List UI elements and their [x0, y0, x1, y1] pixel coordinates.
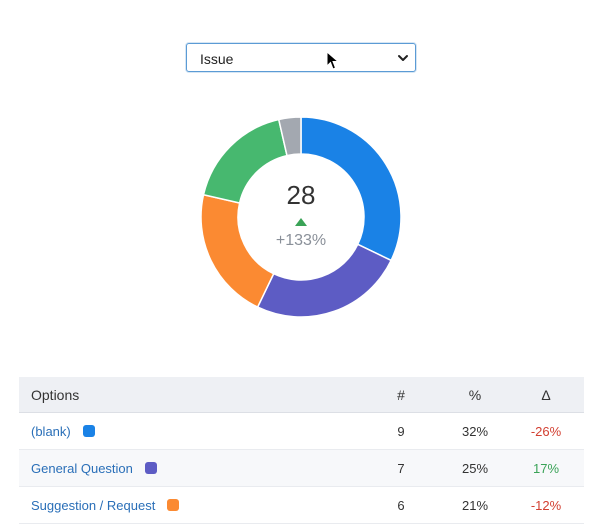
option-link[interactable]: (blank): [31, 424, 95, 439]
field-select-value: Issue: [200, 51, 234, 67]
options-table: Options # % Δ (blank) 9 32% -26% General…: [19, 377, 584, 524]
row-count: 9: [397, 424, 405, 439]
row-count: 7: [397, 461, 405, 476]
donut-chart: 28 +133%: [190, 106, 412, 328]
table-row: (blank) 9 32% -26%: [19, 413, 584, 450]
legend-swatch: [167, 499, 180, 511]
legend-swatch: [82, 425, 95, 437]
chevron-down-icon: [398, 55, 408, 61]
donut-slice[interactable]: [277, 116, 302, 157]
row-count: 6: [397, 498, 405, 513]
header-count[interactable]: #: [397, 387, 405, 403]
table-row: General Question 7 25% 17%: [19, 450, 584, 487]
table-row: Suggestion / Request 6 21% -12%: [19, 487, 584, 524]
row-delta: -26%: [530, 424, 562, 439]
donut-total: 28: [286, 180, 316, 210]
row-percent: 25%: [461, 461, 489, 476]
row-percent: 32%: [461, 424, 489, 439]
header-options[interactable]: Options: [31, 387, 80, 403]
row-delta: 17%: [532, 461, 560, 476]
triangle-up-icon: [295, 218, 307, 226]
donut-svg: [200, 116, 402, 318]
option-label[interactable]: General Question: [31, 461, 133, 476]
donut-slice[interactable]: [200, 193, 275, 309]
option-link[interactable]: General Question: [31, 461, 157, 476]
option-label[interactable]: (blank): [31, 424, 71, 439]
header-percent[interactable]: %: [468, 387, 482, 403]
table-header: Options # % Δ: [19, 377, 584, 413]
option-label[interactable]: Suggestion / Request: [31, 498, 156, 513]
row-percent: 21%: [461, 498, 489, 513]
header-delta[interactable]: Δ: [541, 387, 551, 403]
donut-change: +133%: [275, 232, 327, 249]
legend-swatch: [144, 462, 157, 474]
donut-slice[interactable]: [300, 116, 402, 262]
donut-slice[interactable]: [256, 243, 393, 318]
row-delta: -12%: [530, 498, 562, 513]
field-select[interactable]: Issue: [186, 43, 416, 72]
option-link[interactable]: Suggestion / Request: [31, 498, 180, 513]
